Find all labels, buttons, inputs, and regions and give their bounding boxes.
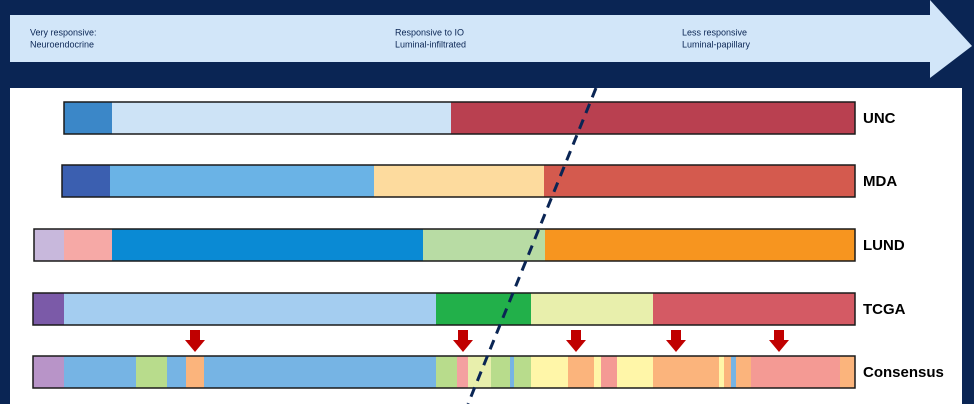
segment — [204, 356, 436, 388]
arrow-label: Luminal-infiltrated — [395, 39, 466, 49]
bar-outline — [32, 355, 856, 389]
response-arrow — [10, 0, 972, 78]
segment — [531, 356, 568, 388]
bar-outline — [63, 101, 856, 135]
segment — [544, 165, 855, 197]
segment — [594, 356, 601, 388]
segment — [601, 356, 617, 388]
segment — [436, 356, 457, 388]
segment — [653, 356, 719, 388]
row-label: UNC — [863, 110, 896, 127]
segment — [64, 356, 136, 388]
rows: UNC MDA LUND TCGA Consensus — [32, 101, 944, 389]
row-label: MDA — [863, 173, 897, 190]
segment — [731, 356, 736, 388]
down-arrow — [453, 330, 473, 352]
down-arrow — [666, 330, 686, 352]
segment — [64, 293, 436, 325]
segment — [34, 229, 64, 261]
divider-line — [466, 87, 598, 405]
segment — [457, 356, 468, 388]
segment — [33, 356, 64, 388]
segment — [531, 293, 653, 325]
segment — [510, 356, 514, 388]
down-arrow — [185, 330, 205, 352]
arrow-label: Less responsive — [682, 27, 747, 37]
segment — [514, 356, 531, 388]
bar-outline — [33, 228, 856, 262]
segment — [617, 356, 653, 388]
segment — [33, 293, 64, 325]
segment — [374, 165, 544, 197]
segment — [653, 293, 855, 325]
segment — [64, 102, 112, 134]
segment — [736, 356, 751, 388]
segment — [136, 356, 167, 388]
arrow-labels: Very responsive: Neuroendocrine Responsive… — [30, 27, 751, 49]
arrow-label: Neuroendocrine — [30, 39, 94, 49]
segment — [451, 102, 855, 134]
segment — [112, 229, 423, 261]
segment — [436, 293, 531, 325]
segment — [423, 229, 545, 261]
segment — [751, 356, 840, 388]
segment — [491, 356, 510, 388]
segment — [545, 229, 855, 261]
arrow-label: Very responsive: — [30, 27, 97, 37]
row-label: LUND — [863, 237, 905, 254]
segment — [840, 356, 855, 388]
down-arrow — [566, 330, 586, 352]
arrow-label: Responsive to IO — [395, 27, 464, 37]
segment — [64, 229, 112, 261]
row-label: TCGA — [863, 301, 906, 318]
segment — [167, 356, 186, 388]
down-arrow — [769, 330, 789, 352]
segment — [568, 356, 594, 388]
segment — [724, 356, 731, 388]
segment — [112, 102, 451, 134]
segment — [110, 165, 374, 197]
segment — [186, 356, 204, 388]
segment — [719, 356, 724, 388]
bar-outline — [32, 292, 856, 326]
bar-outline — [61, 164, 856, 198]
segment — [62, 165, 110, 197]
arrow-label: Luminal-papillary — [682, 39, 751, 49]
row-label: Consensus — [863, 364, 944, 381]
